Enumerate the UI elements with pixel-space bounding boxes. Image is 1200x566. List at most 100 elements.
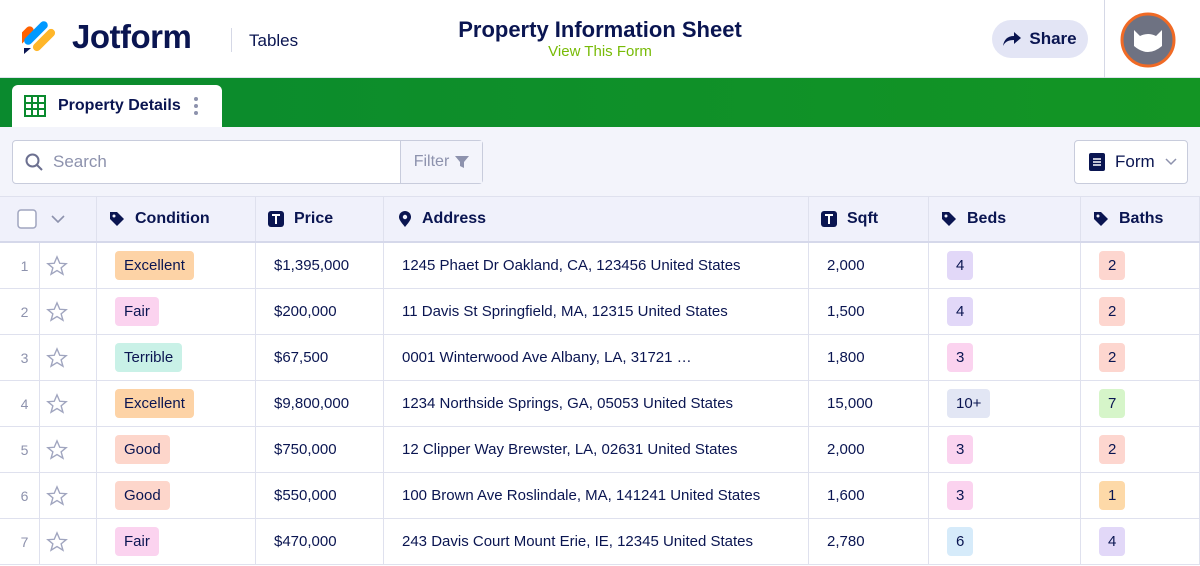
cell: 1: [1081, 473, 1200, 518]
table-row[interactable]: 4 Excellent $9,800,000 1234 Northside Sprin…: [0, 381, 1200, 427]
table-tab[interactable]: Property Details: [12, 85, 222, 127]
table-row[interactable]: 1 Excellent $1,395,000 1245 Phaet Dr Oaklan…: [0, 243, 1200, 289]
filter-button[interactable]: Filter: [400, 141, 482, 183]
view-form-link[interactable]: View This Form: [548, 43, 652, 60]
star[interactable]: [46, 530, 68, 553]
cell: 2: [1081, 289, 1200, 334]
cell: 11 Davis St Springfield, MA, 12315 Unite…: [384, 289, 809, 334]
cell: 3: [929, 335, 1081, 380]
baths-badge: 4: [1099, 527, 1126, 556]
cell: $9,800,000: [256, 381, 384, 426]
column-title: Price: [294, 210, 334, 227]
cell-text: $9,800,000: [274, 395, 350, 412]
cell: 12 Clipper Way Brewster, LA, 02631 Unite…: [384, 427, 809, 472]
cell-text: 1,600: [827, 487, 865, 504]
beds-badge: 4: [947, 251, 974, 280]
column-icon: [268, 211, 284, 227]
row-number: 2: [10, 289, 40, 334]
star[interactable]: [46, 392, 68, 415]
cell: 2,000: [809, 243, 929, 288]
table-row[interactable]: 7 Fair $470,000 243 Davis Court Mount Erie,…: [0, 519, 1200, 565]
cell: Terrible: [97, 335, 256, 380]
share-button[interactable]: Share: [992, 20, 1088, 58]
cell: 2,780: [809, 519, 929, 564]
cell: 3: [0, 335, 97, 380]
header: Jotform Tables Property Information Shee…: [0, 0, 1200, 78]
cell: 1,800: [809, 335, 929, 380]
beds-badge: 3: [947, 343, 974, 372]
form-button[interactable]: Form: [1074, 140, 1188, 184]
cell-text: $67,500: [274, 349, 329, 366]
cell: 4: [929, 243, 1081, 288]
table-row[interactable]: 6 Good $550,000 100 Brown Ave Roslindale, M…: [0, 473, 1200, 519]
chevron[interactable]: [51, 215, 65, 223]
section-link[interactable]: Tables: [249, 31, 299, 50]
cell-text: 1,500: [827, 303, 865, 320]
avatar[interactable]: [1120, 12, 1176, 68]
baths-badge: 1: [1099, 481, 1126, 510]
filter-label: Filter: [413, 153, 450, 170]
star[interactable]: [46, 438, 68, 461]
cell-text: 1245 Phaet Dr Oakland, CA, 123456 United…: [402, 257, 741, 274]
star[interactable]: [46, 254, 68, 277]
cell-text: $1,395,000: [274, 257, 350, 274]
table-row[interactable]: 2 Fair $200,000 11 Davis St Springfield, MA…: [0, 289, 1200, 335]
baths-badge: 7: [1099, 389, 1126, 418]
cell: 6: [929, 519, 1081, 564]
cell: $1,395,000: [256, 243, 384, 288]
cell: Fair: [97, 289, 256, 334]
select-all-cell: [0, 197, 97, 241]
column-title: Condition: [135, 210, 210, 227]
beds-badge: 3: [947, 435, 974, 464]
column-header[interactable]: Condition: [97, 197, 256, 241]
cell: Good: [97, 427, 256, 472]
divider: [231, 28, 232, 52]
cell-text: 11 Davis St Springfield, MA, 12315 Unite…: [402, 303, 728, 320]
cell: $470,000: [256, 519, 384, 564]
row-number: 5: [10, 427, 40, 472]
cell: 2: [1081, 243, 1200, 288]
column-header[interactable]: Address: [384, 197, 809, 241]
beds-badge: 6: [947, 527, 974, 556]
column-header[interactable]: Sqft: [809, 197, 929, 241]
share-icon: [1003, 32, 1022, 46]
cell-text: 1,800: [827, 349, 865, 366]
row-number: 1: [10, 243, 40, 288]
table-row[interactable]: 5 Good $750,000 12 Clipper Way Brewster, LA…: [0, 427, 1200, 473]
share-label: Share: [1029, 29, 1077, 48]
condition-badge: Excellent: [115, 389, 194, 418]
star[interactable]: [46, 300, 68, 323]
row-number: 6: [10, 473, 40, 518]
cell: Excellent: [97, 243, 256, 288]
column-icon: [821, 211, 837, 227]
condition-badge: Excellent: [115, 251, 194, 280]
column-header[interactable]: Beds: [929, 197, 1081, 241]
brand: Jotform: [72, 18, 192, 55]
column-icon: [109, 211, 125, 227]
star[interactable]: [46, 484, 68, 507]
cell: Fair: [97, 519, 256, 564]
search-box[interactable]: Search Filter: [12, 140, 483, 184]
cell: 7: [1081, 381, 1200, 426]
column-title: Beds: [967, 210, 1007, 227]
condition-badge: Good: [115, 481, 170, 510]
cell: 7: [0, 519, 97, 564]
cell: 1234 Northside Springs, GA, 05053 United…: [384, 381, 809, 426]
column-header[interactable]: Price: [256, 197, 384, 241]
cell: 100 Brown Ave Roslindale, MA, 141241 Uni…: [384, 473, 809, 518]
column-title: Baths: [1119, 210, 1164, 227]
cell: Good: [97, 473, 256, 518]
logo-icon: [22, 21, 56, 54]
cell-text: 0001 Winterwood Ave Albany, LA, 31721 …: [402, 349, 692, 366]
checkbox[interactable]: [17, 209, 37, 229]
baths-badge: 2: [1099, 297, 1126, 326]
cell: 1,500: [809, 289, 929, 334]
column-icon: [398, 210, 412, 228]
column-header[interactable]: Baths: [1081, 197, 1200, 241]
tab-menu[interactable]: [193, 96, 199, 116]
cell: 2: [1081, 427, 1200, 472]
star[interactable]: [46, 346, 68, 369]
search-placeholder: Search: [53, 152, 107, 171]
table-row[interactable]: 3 Terrible $67,500 0001 Winterwood Ave Alba…: [0, 335, 1200, 381]
